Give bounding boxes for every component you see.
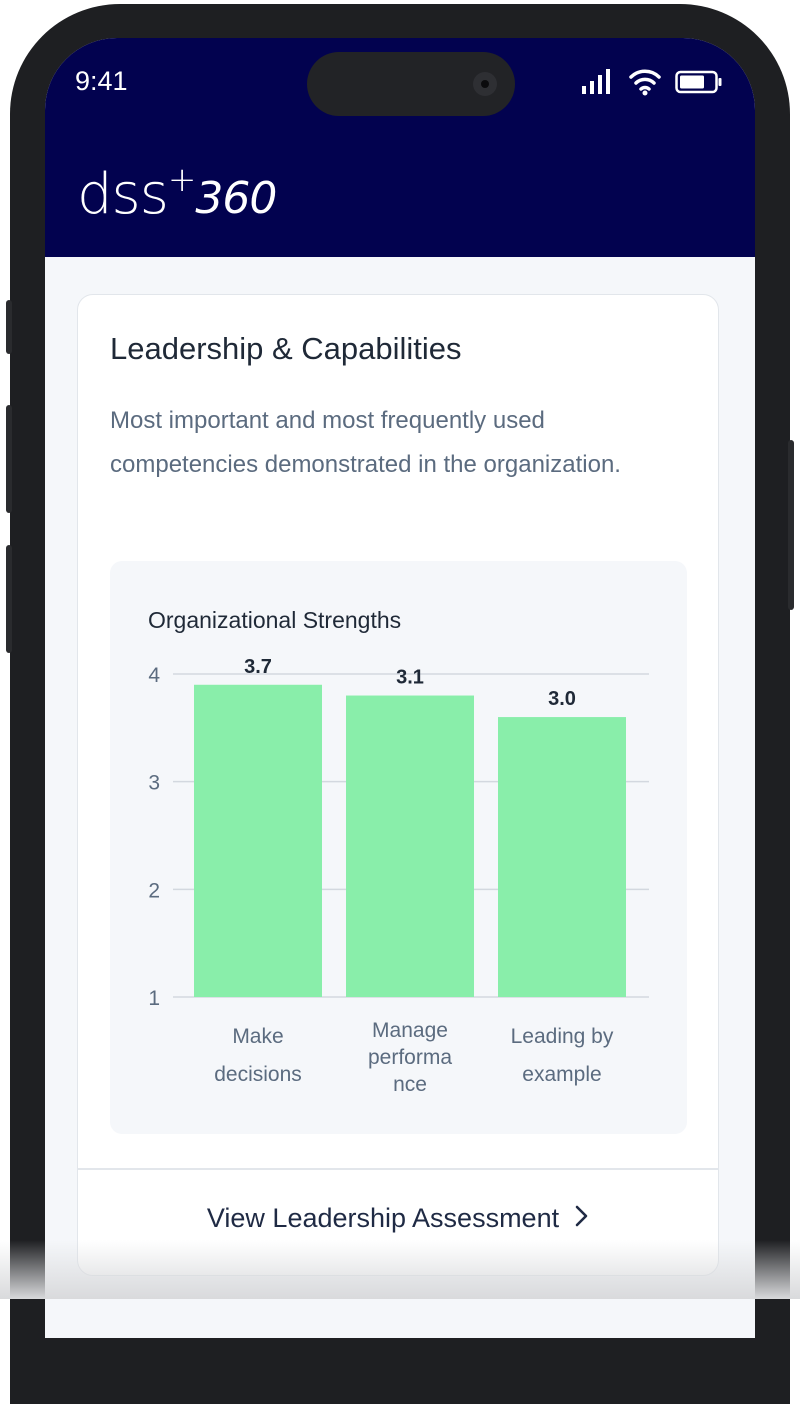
y-tick-label: 4 — [148, 664, 160, 687]
y-tick-label: 2 — [148, 879, 160, 902]
mute-switch — [6, 300, 12, 354]
card-title: Leadership & Capabilities — [110, 331, 462, 366]
dss360-logo: dss+360 — [77, 160, 277, 227]
y-tick-label: 1 — [148, 987, 160, 1010]
view-leadership-assessment-link[interactable]: View Leadership Assessment — [78, 1203, 718, 1234]
link-label: View Leadership Assessment — [206, 1203, 560, 1233]
bar — [346, 695, 474, 997]
bar — [194, 684, 322, 997]
power-button — [788, 440, 794, 610]
bottom-fade — [0, 1240, 800, 1299]
data-label: 3.1 — [396, 667, 424, 689]
screen: 9:41 dss+360 Leadership & Capabilities M… — [45, 38, 755, 1338]
data-label: 3.0 — [548, 688, 576, 710]
chart-title: Organizational Strengths — [148, 607, 402, 633]
chart-container: Organizational Strengths 1 2 3 4 3.7 Make deci… — [110, 561, 687, 1134]
bar-chart: 1 2 3 4 3.7 Make decisions 3.1 Manage performa nce… — [148, 656, 649, 1096]
signal-icon — [582, 69, 610, 94]
battery-icon — [675, 70, 722, 94]
volume-down-button — [6, 545, 12, 653]
logo-text: dss — [77, 162, 169, 227]
data-label: 3.7 — [244, 656, 272, 678]
camera-icon — [473, 72, 497, 96]
divider — [78, 1168, 718, 1170]
x-tick-label: Leading by — [511, 1025, 614, 1048]
y-tick-label: 3 — [148, 772, 160, 795]
card-description: Most important and most frequently used … — [110, 407, 621, 478]
x-tick-label: Manage — [372, 1019, 448, 1042]
bar — [498, 717, 626, 997]
dynamic-island — [307, 52, 515, 116]
leadership-card: Leadership & Capabilities Most important… — [77, 294, 719, 1276]
app-header: 9:41 dss+360 — [45, 38, 755, 257]
x-tick-label: example — [522, 1063, 601, 1086]
x-tick-label: performa — [368, 1046, 452, 1069]
volume-up-button — [6, 405, 12, 513]
wifi-icon — [629, 69, 661, 96]
x-tick-label: decisions — [214, 1063, 302, 1086]
logo-plus: + — [167, 160, 196, 200]
chevron-right-icon — [575, 1203, 589, 1234]
status-icons — [581, 68, 723, 96]
status-time: 9:41 — [75, 66, 128, 96]
logo-number: 360 — [195, 173, 277, 224]
x-tick-label: Make — [232, 1025, 283, 1048]
x-tick-label: nce — [393, 1073, 427, 1096]
